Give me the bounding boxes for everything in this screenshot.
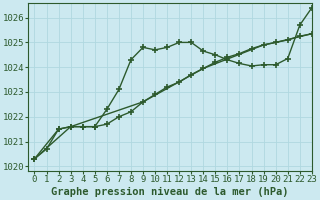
X-axis label: Graphe pression niveau de la mer (hPa): Graphe pression niveau de la mer (hPa) <box>52 187 289 197</box>
